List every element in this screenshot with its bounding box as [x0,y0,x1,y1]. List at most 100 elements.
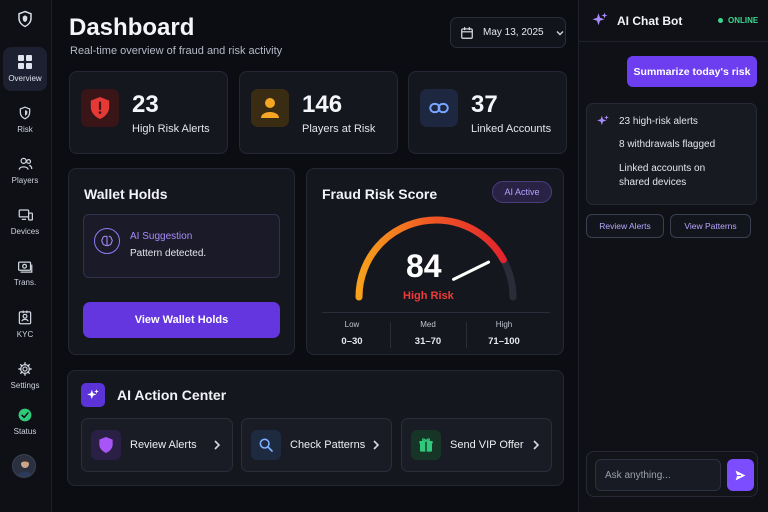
review-alerts-action-button[interactable]: Review Alerts [81,418,233,472]
status-dot-icon [718,18,723,23]
bot-line: 8 withdrawals flagged [619,139,716,150]
shield-alert-icon [90,97,110,119]
users-icon [18,157,32,170]
risk-score-value: 84 [406,248,442,284]
gauge-fill [355,216,517,301]
view-wallet-holds-button[interactable]: View Wallet Holds [83,302,280,338]
stat-card-linked-accounts[interactable]: 37 Linked Accounts [408,71,567,154]
shield-logo-icon [18,10,32,28]
date-label: May 13, 2025 [483,27,544,38]
check-patterns-action-button[interactable]: Check Patterns [241,418,392,472]
stat-card-players-at-risk[interactable]: 146 Players at Risk [239,71,398,154]
divider [390,322,391,348]
sidebar-item-label: KYC [16,329,34,339]
review-alerts-chip[interactable]: Review Alerts [586,214,664,238]
sidebar-item-transactions[interactable]: Trans. [3,251,47,295]
user-icon [261,98,279,118]
sparkle-icon [592,12,608,26]
send-button[interactable] [727,459,754,491]
user-avatar-icon [17,460,33,477]
ai-suggestion-text: Pattern detected. [130,248,207,259]
sidebar-item-players[interactable]: Players [3,149,47,193]
stat-value: 23 [132,91,159,118]
stat-icon-bg [81,89,119,127]
range-med: Med 31–70 [414,320,442,347]
sidebar-item-settings[interactable]: Settings [3,354,47,398]
devices-icon [18,209,33,221]
ai-active-badge: AI Active [492,181,552,203]
sparkle-icon [597,115,609,126]
chevron-right-icon [533,440,540,450]
gift-icon [411,430,441,460]
stat-icon-bg [420,89,458,127]
fraud-risk-score-card: Fraud Risk Score AI Active 84 High Risk … [306,168,564,355]
gear-icon [18,362,32,376]
ai-suggestion-box[interactable]: AI Suggestion Pattern detected. [83,214,280,278]
calendar-icon [461,26,473,39]
stat-icon-bg [251,89,289,127]
card-title: Fraud Risk Score [322,186,438,202]
card-title: Wallet Holds [84,186,168,202]
divider [322,312,550,313]
grid-icon [18,55,32,69]
gauge-needle [452,260,491,281]
chat-title: AI Chat Bot [617,14,683,28]
stat-label: Linked Accounts [471,123,552,135]
sidebar-item-label: Risk [17,125,33,134]
stat-label: High Risk Alerts [132,123,210,135]
link-icon [429,102,449,114]
brain-icon [94,228,120,254]
sidebar-item-risk[interactable]: Risk [3,98,47,142]
chat-input[interactable] [595,459,721,491]
action-label: Check Patterns [290,439,366,451]
action-label: Review Alerts [130,439,197,451]
online-status: ONLINE [718,16,758,25]
stat-label: Players at Risk [302,123,376,135]
chat-header: AI Chat Bot ONLINE [579,0,768,42]
action-label: Send VIP Offer [450,439,524,451]
bot-line: shared devices [619,177,687,188]
risk-level-label: High Risk [403,290,454,302]
sidebar-item-devices[interactable]: Devices [3,200,47,244]
sidebar-item-label: Players [11,176,39,185]
risk-gauge [355,216,517,301]
shield-icon [91,430,121,460]
range-low: Low 0–30 [341,320,363,347]
ai-suggestion-title: AI Suggestion [130,231,193,242]
chat-composer [586,451,758,497]
ai-chat-panel: AI Chat Bot ONLINE Summarize today's ris… [578,0,768,512]
sidebar-item-overview[interactable]: Overview [3,47,47,91]
send-icon [735,470,746,480]
search-icon [251,430,281,460]
chevron-right-icon [214,440,221,450]
sparkle-icon [81,383,105,407]
ai-action-center-card: AI Action Center Review Alerts Check Pat… [67,370,564,486]
sidebar-item-label: Devices [10,227,40,236]
bot-message: 23 high-risk alerts 8 withdrawals flagge… [586,103,757,205]
sidebar-item-label: Overview [8,74,42,83]
send-vip-offer-action-button[interactable]: Send VIP Offer [401,418,552,472]
bot-line: Linked accounts on [619,163,706,174]
stat-card-high-risk[interactable]: 23 High Risk Alerts [69,71,228,154]
transactions-icon [17,261,32,273]
user-message-bubble[interactable]: Summarize today's risk [627,56,757,87]
view-patterns-chip[interactable]: View Patterns [670,214,751,238]
check-circle-icon [18,408,32,422]
avatar[interactable] [12,454,36,478]
sidebar-item-label: Settings [10,381,40,390]
sidebar-item-status[interactable]: Status [3,400,47,444]
page-title: Dashboard [69,14,195,41]
id-card-icon [18,310,32,324]
shield-icon [19,106,31,120]
chevron-down-icon [556,30,564,35]
chevron-right-icon [373,440,380,450]
sidebar: Overview Risk Players Devices Trans. KYC… [0,0,52,512]
sidebar-item-label: Trans. [13,277,37,287]
page-subtitle: Real-time overview of fraud and risk act… [70,45,283,57]
date-picker-button[interactable]: May 13, 2025 [450,17,566,48]
wallet-holds-card: Wallet Holds AI Suggestion Pattern detec… [68,168,295,355]
stat-value: 37 [471,91,498,118]
sidebar-item-kyc[interactable]: KYC [3,302,47,346]
divider [466,322,467,348]
stat-value: 146 [302,91,343,118]
